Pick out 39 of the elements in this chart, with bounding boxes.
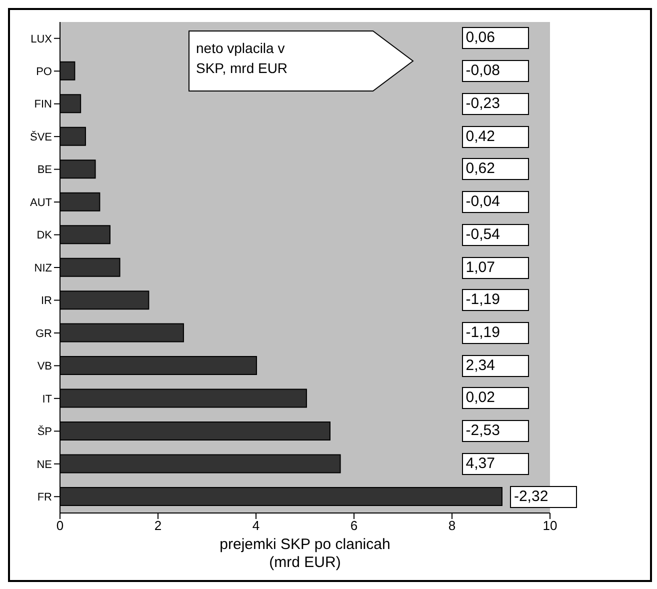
annotation: 0,02	[462, 387, 529, 410]
annotation: -0,04	[462, 191, 529, 214]
x-tick-label: 0	[56, 518, 64, 534]
y-tick-label: GR	[36, 328, 52, 340]
x-tick-label: 10	[542, 518, 558, 534]
annotation: 4,37	[462, 452, 529, 475]
annotation: -2,53	[462, 420, 529, 442]
annotation: -0,23	[462, 92, 529, 115]
y-tick-label: FR	[37, 492, 52, 504]
x-tick-label: 2	[154, 518, 162, 534]
annotation: 0,42	[462, 126, 529, 148]
y-tick-label: NE	[36, 458, 52, 471]
y-tick-label: IR	[41, 295, 52, 308]
annotation: -1,19	[462, 289, 529, 312]
y-tick-label: DK	[36, 230, 53, 242]
y-tick-label: VB	[37, 360, 52, 373]
y-tick-label: IT	[42, 393, 52, 406]
annotation: -2,32	[510, 486, 577, 508]
x-axis-title: prejemki SKP po clanicah (mrd EUR)	[220, 536, 390, 571]
annotation: 1,07	[462, 256, 529, 278]
x-tick-label: 4	[252, 518, 260, 534]
annotation: -0,54	[462, 224, 529, 246]
y-tick-label: BE	[37, 164, 52, 176]
x-tick-label: 8	[448, 518, 456, 534]
x-tick-label: 6	[350, 518, 358, 534]
y-tick-label: FIN	[34, 98, 52, 111]
y-tick-label: LUX	[30, 33, 53, 46]
annotation: neto vplacila v SKP, mrd EUR	[196, 39, 288, 78]
y-tick-label: PO	[36, 66, 52, 78]
annotation: 0,06	[462, 27, 529, 50]
annotation: -0,08	[462, 60, 529, 82]
y-tick-label: NIZ	[34, 262, 52, 274]
annotation: 2,34	[462, 354, 529, 377]
y-tick-label: AUT	[30, 196, 52, 209]
y-tick-label: ŠP	[37, 425, 52, 438]
y-tick-label: ŠVE	[30, 130, 52, 144]
annotation: -1,19	[462, 322, 529, 344]
arrow-callout: neto vplacila v SKP, mrd EUR	[188, 30, 414, 92]
annotation: 0,62	[462, 158, 529, 180]
